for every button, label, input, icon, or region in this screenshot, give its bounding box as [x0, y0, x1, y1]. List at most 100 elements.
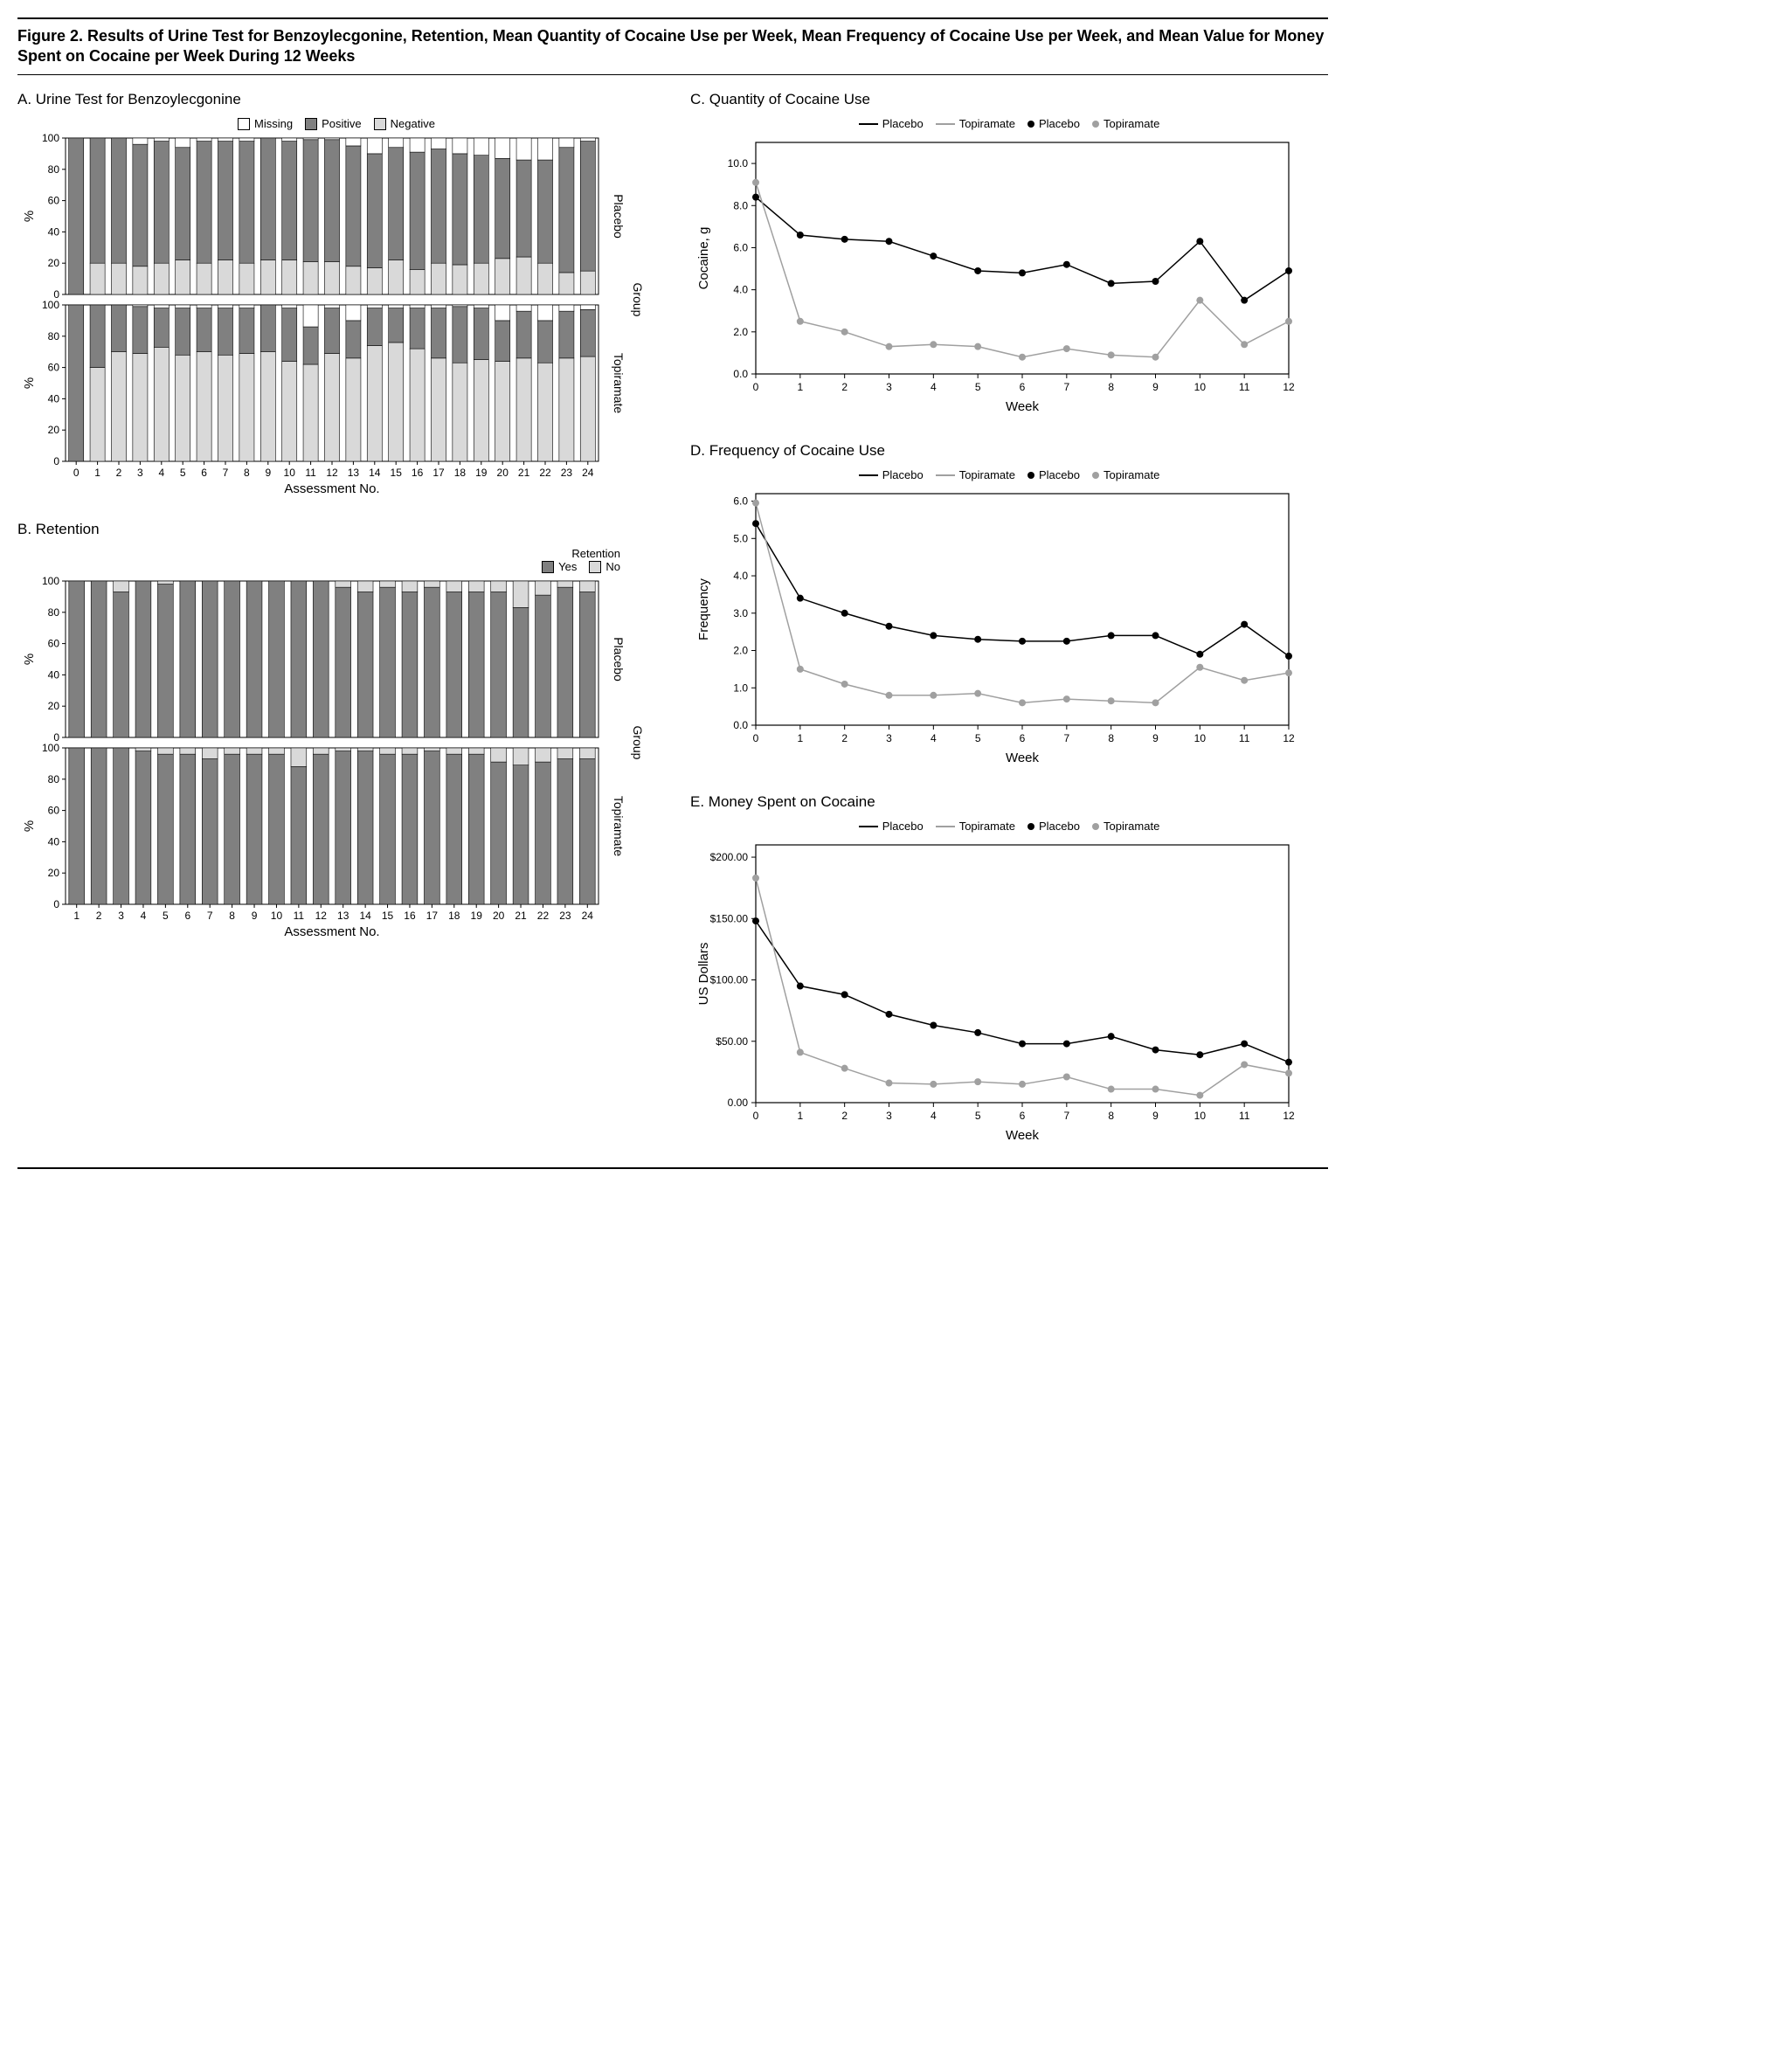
series-marker: [930, 341, 937, 348]
legend-label: Placebo: [1039, 117, 1080, 130]
bar-segment: [313, 748, 329, 754]
panel-c-chart: 0.02.04.06.08.010.00123456789101112WeekC…: [690, 134, 1302, 422]
series-marker: [1063, 261, 1070, 268]
bar-segment: [176, 148, 190, 260]
bar-segment: [468, 581, 484, 592]
bar-segment: [313, 581, 329, 737]
svg-text:2: 2: [841, 381, 848, 393]
svg-text:Placebo: Placebo: [612, 194, 626, 239]
svg-text:Placebo: Placebo: [612, 637, 626, 682]
panel-a-title: A. Urine Test for Benzoylecgonine: [17, 91, 655, 108]
svg-text:4.0: 4.0: [733, 284, 748, 296]
bar-segment: [176, 138, 190, 148]
bar-segment: [260, 138, 275, 260]
svg-text:16: 16: [412, 467, 424, 479]
svg-text:0: 0: [53, 898, 59, 910]
legend-line: [936, 123, 955, 125]
svg-text:11: 11: [1239, 381, 1250, 393]
series-marker: [974, 690, 981, 697]
bar-segment: [225, 748, 240, 754]
series-marker: [1196, 297, 1203, 304]
bar-segment: [537, 138, 552, 160]
bar-segment: [367, 308, 382, 346]
legend-item: Placebo: [859, 468, 924, 481]
bar-segment: [431, 308, 446, 358]
panel-b-title: B. Retention: [17, 521, 655, 538]
bar-segment: [260, 260, 275, 294]
bar-segment: [491, 581, 507, 592]
svg-text:7: 7: [1063, 1110, 1069, 1122]
bar-segment: [133, 144, 148, 266]
panel-e: E. Money Spent on Cocaine PlaceboTopiram…: [690, 793, 1328, 1155]
bar-segment: [516, 311, 531, 358]
panel-a-chart: 020406080100%Placebo020406080100%Topiram…: [17, 134, 647, 501]
bar-segment: [495, 259, 510, 294]
bar-segment: [537, 160, 552, 263]
bar-segment: [336, 751, 351, 904]
series-marker: [841, 329, 848, 336]
bar-segment: [90, 305, 105, 368]
bar-segment: [453, 305, 467, 307]
svg-text:$200.00: $200.00: [710, 851, 749, 863]
bar-segment: [69, 305, 84, 461]
svg-text:9: 9: [1152, 732, 1159, 744]
bar-segment: [580, 138, 595, 142]
legend-marker: [1092, 121, 1099, 128]
series-marker: [1019, 354, 1026, 361]
svg-text:9: 9: [265, 467, 271, 479]
svg-text:60: 60: [48, 195, 60, 207]
legend-swatch: [374, 118, 386, 130]
series-marker: [1108, 280, 1115, 287]
bar-segment: [495, 321, 510, 362]
svg-text:80: 80: [48, 163, 60, 176]
svg-text:40: 40: [48, 835, 60, 848]
bar-segment: [537, 263, 552, 294]
svg-text:60: 60: [48, 805, 60, 817]
svg-text:100: 100: [42, 575, 59, 587]
series-marker: [1108, 632, 1115, 639]
svg-text:Topiramate: Topiramate: [612, 796, 626, 856]
series-marker: [841, 1065, 848, 1072]
bar-segment: [513, 765, 529, 904]
svg-text:7: 7: [207, 910, 213, 922]
legend-label: Yes: [558, 560, 577, 573]
svg-text:8: 8: [1108, 1110, 1114, 1122]
bar-segment: [246, 754, 262, 904]
series-marker: [1241, 621, 1248, 628]
bar-segment: [389, 148, 404, 260]
bar-segment: [410, 152, 425, 269]
svg-text:Week: Week: [1006, 751, 1040, 765]
bar-segment: [303, 261, 318, 294]
bar-segment: [474, 263, 488, 294]
bar-segment: [239, 353, 254, 461]
legend-label: Topiramate: [959, 468, 1015, 481]
bar-segment: [218, 305, 232, 308]
bar-segment: [474, 360, 488, 461]
svg-text:10.0: 10.0: [728, 157, 749, 170]
svg-text:$50.00: $50.00: [716, 1035, 748, 1048]
figure-2: Figure 2. Results of Urine Test for Benz…: [17, 17, 1328, 1169]
series-marker: [752, 194, 759, 201]
bar-segment: [580, 142, 595, 272]
legend-item: Placebo: [859, 820, 924, 833]
legend-item: Placebo: [1027, 117, 1080, 130]
svg-text:2: 2: [96, 910, 102, 922]
legend-swatch: [589, 561, 601, 573]
svg-text:5: 5: [975, 381, 981, 393]
series-marker: [1019, 1081, 1026, 1088]
svg-text:10: 10: [1194, 381, 1207, 393]
bar-segment: [154, 142, 169, 264]
svg-text:9: 9: [1152, 1110, 1159, 1122]
series-marker: [974, 343, 981, 350]
svg-text:10: 10: [284, 467, 296, 479]
svg-text:18: 18: [454, 467, 467, 479]
svg-text:2.0: 2.0: [733, 326, 748, 338]
bar-segment: [513, 581, 529, 607]
svg-text:6: 6: [1020, 1110, 1026, 1122]
svg-text:3: 3: [137, 467, 143, 479]
bar-segment: [453, 265, 467, 294]
svg-text:0.00: 0.00: [728, 1097, 749, 1109]
bar-segment: [446, 581, 462, 592]
figure-title: Figure 2. Results of Urine Test for Benz…: [17, 19, 1328, 75]
svg-text:1: 1: [797, 381, 803, 393]
